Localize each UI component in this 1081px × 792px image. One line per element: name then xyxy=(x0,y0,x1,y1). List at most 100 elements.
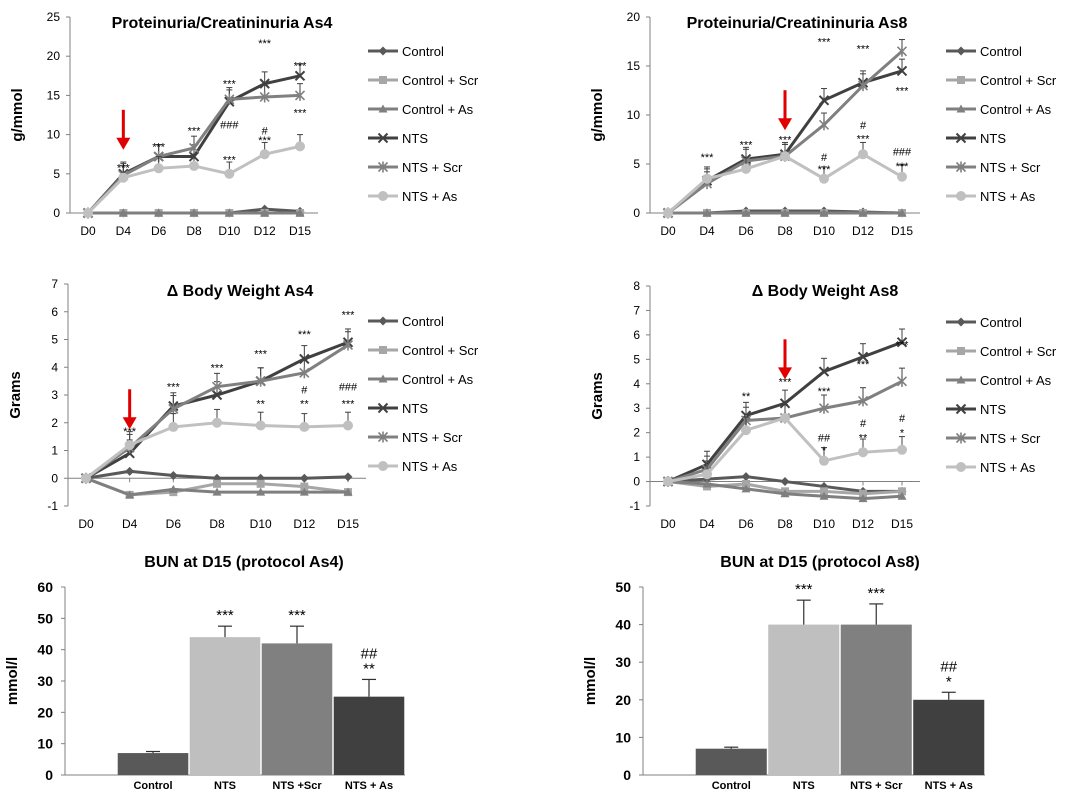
y-tick-label: 40 xyxy=(615,617,631,633)
bar xyxy=(117,753,189,775)
y-tick-label: 1 xyxy=(633,450,640,464)
data-point xyxy=(154,208,164,217)
x-tick-label: D0 xyxy=(660,517,676,531)
x-tick-label: D15 xyxy=(289,224,311,238)
treatment-arrow-head xyxy=(778,367,792,380)
data-point xyxy=(299,367,310,379)
significance-label: *** xyxy=(258,38,272,50)
data-point xyxy=(259,78,270,89)
chart-panel-1: 0 5 10 15 20 25 D0 D4 D6 D8 D10 D12 D15 Proteinuria/C… xyxy=(9,10,479,238)
y-tick-label: 40 xyxy=(37,642,53,658)
data-point xyxy=(663,208,673,218)
legend-label: Control + Scr xyxy=(402,343,479,358)
legend-swatch-marker xyxy=(955,432,967,444)
y-tick-label: 3 xyxy=(633,401,640,415)
bar xyxy=(913,699,985,775)
legend-label: Control + Scr xyxy=(980,73,1057,88)
chart-title: Δ Body Weight As8 xyxy=(752,283,899,300)
data-point xyxy=(259,91,270,103)
data-point xyxy=(896,65,908,77)
y-tick-label: 0 xyxy=(633,475,640,489)
significance-label: ### xyxy=(220,119,239,131)
data-point xyxy=(168,470,178,480)
y-tick-label: 1 xyxy=(51,444,58,458)
legend-label: Control + As xyxy=(980,373,1052,388)
legend-swatch-marker xyxy=(956,191,966,201)
significance-label: *** xyxy=(857,134,871,146)
significance-label: *** xyxy=(152,141,166,153)
data-point xyxy=(663,476,673,487)
x-tick-label: D4 xyxy=(116,224,132,238)
legend-swatch-marker xyxy=(377,132,389,144)
data-point xyxy=(898,487,906,496)
legend-label: NTS + As xyxy=(980,460,1036,475)
y-tick-label: 0 xyxy=(45,767,53,783)
y-tick-label: 30 xyxy=(37,673,53,689)
legend-label: Control xyxy=(402,44,444,59)
x-tick-label: NTS + Scr xyxy=(850,780,903,792)
data-point xyxy=(260,208,270,217)
legend-swatch-marker xyxy=(378,374,388,383)
data-point xyxy=(299,473,309,483)
legend-swatch-marker xyxy=(957,76,965,84)
legend-swatch-marker xyxy=(956,46,966,56)
bar xyxy=(768,624,840,775)
significance-label: *** xyxy=(896,340,910,352)
data-point xyxy=(857,395,869,407)
data-point xyxy=(125,466,135,476)
y-tick-label: 10 xyxy=(37,736,53,752)
data-point xyxy=(294,70,306,82)
significance-label: # xyxy=(262,126,269,138)
treatment-arrow-head xyxy=(122,417,137,430)
data-point xyxy=(255,375,266,387)
data-point xyxy=(741,163,751,174)
data-point xyxy=(224,168,235,179)
legend-label: NTS + Scr xyxy=(980,431,1041,446)
significance-label: *** xyxy=(867,585,885,602)
x-tick-label: D4 xyxy=(122,517,138,531)
significance-label: *** xyxy=(795,581,813,598)
significance-label: ** xyxy=(363,660,375,677)
legend-swatch-marker xyxy=(377,161,389,173)
data-point xyxy=(299,353,310,365)
legend-swatch-marker xyxy=(378,461,388,471)
data-point xyxy=(189,160,199,171)
y-tick-label: 20 xyxy=(627,10,641,24)
data-point xyxy=(858,208,868,217)
x-tick-label: D6 xyxy=(738,517,754,531)
x-tick-label: D0 xyxy=(78,517,94,531)
significance-label: *** xyxy=(740,139,754,151)
data-point xyxy=(213,479,221,488)
bar xyxy=(840,624,912,775)
data-point xyxy=(81,473,91,484)
legend-label: Control + Scr xyxy=(402,73,479,88)
y-axis-label: g/mmol xyxy=(9,88,26,141)
significance-label: *** xyxy=(857,359,871,371)
x-tick-label: D15 xyxy=(337,517,359,531)
data-point xyxy=(897,444,907,455)
data-point xyxy=(212,417,222,428)
data-point xyxy=(295,141,305,152)
chart-title: BUN at D15 (protocol As4) xyxy=(144,554,343,571)
significance-label: # xyxy=(899,413,906,425)
significance-label: *** xyxy=(223,155,237,167)
data-point xyxy=(118,208,128,217)
data-point xyxy=(896,375,908,387)
x-tick-label: NTS xyxy=(214,780,236,792)
legend-label: NTS + Scr xyxy=(980,160,1041,175)
significance-label: *** xyxy=(211,362,225,374)
x-tick-label: D6 xyxy=(738,224,754,238)
significance-label: *** xyxy=(896,86,910,98)
data-point xyxy=(818,119,830,131)
significance-label: ## xyxy=(361,645,378,662)
legend-label: Control xyxy=(980,44,1022,59)
significance-label: *** xyxy=(779,135,793,147)
legend-swatch-marker xyxy=(377,431,389,443)
data-point xyxy=(224,93,235,105)
significance-label: * xyxy=(822,445,827,457)
data-point xyxy=(702,173,712,184)
significance-label: # xyxy=(821,152,828,164)
data-point xyxy=(818,366,830,377)
bar xyxy=(189,637,261,775)
data-point xyxy=(702,208,712,217)
